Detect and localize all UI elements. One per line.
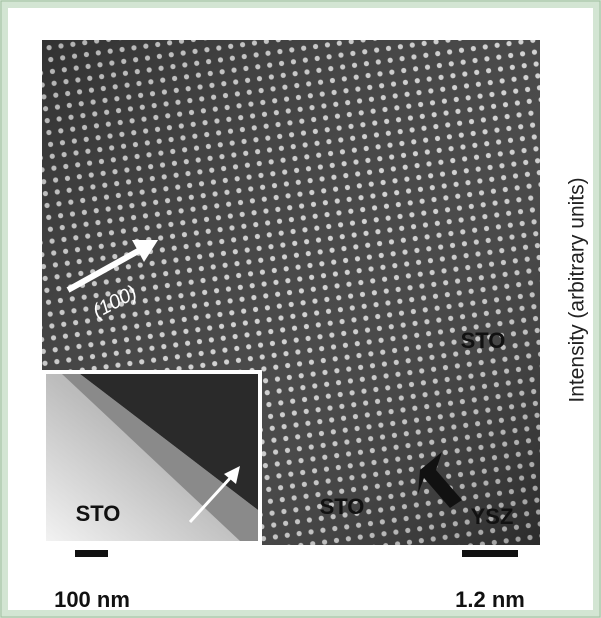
axis-label: Intensity (arbitrary units) — [566, 177, 589, 402]
inset-label: STO — [76, 501, 121, 526]
inset-scale-label: 100 nm — [54, 587, 130, 612]
scale-label: 1.2 nm — [455, 587, 525, 612]
region-label: STO — [461, 328, 506, 353]
scale-bar — [462, 550, 518, 557]
inset: STO — [42, 370, 262, 545]
inset-scale-bar — [75, 550, 108, 557]
figure: (100) STO STO YSZ STO 100 nm 1.2 nm Inte… — [0, 0, 601, 618]
region-label: STO — [320, 494, 365, 519]
region-label: YSZ — [471, 504, 514, 529]
